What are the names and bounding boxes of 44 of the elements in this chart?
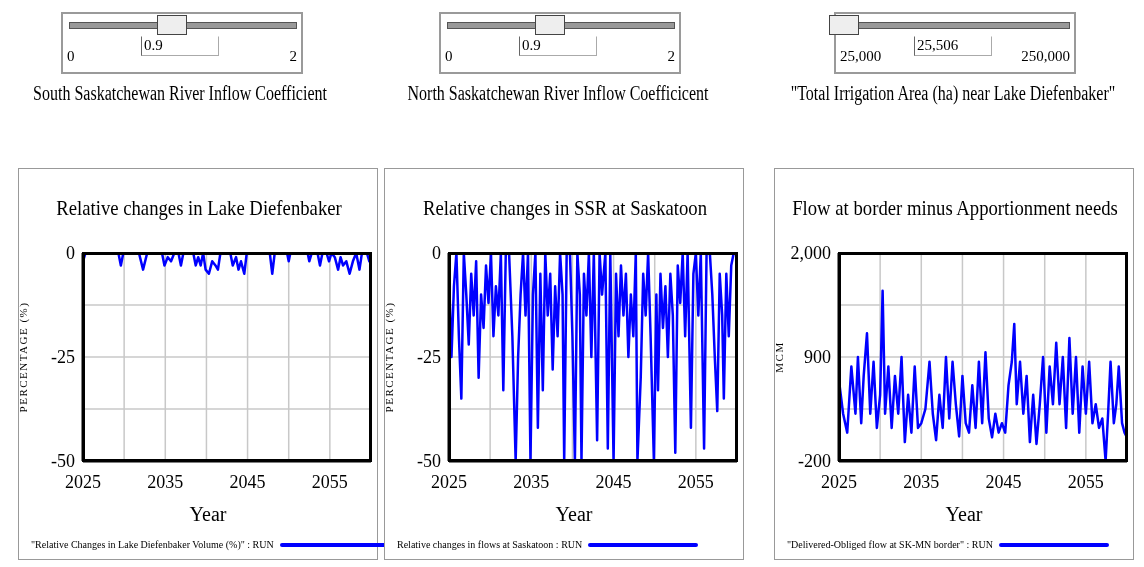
chart-title: Relative changes in SSR at Saskatoon bbox=[422, 195, 708, 221]
text-field: 25,506 bbox=[914, 36, 992, 56]
chart-title: Flow at border minus Apportionment needs bbox=[792, 195, 1118, 221]
x-tick-label: 2035 bbox=[903, 471, 940, 492]
text: "Delivered-Obliged flow at SK-MN border" : RUN bbox=[787, 539, 993, 550]
x-tick-label: 2055 bbox=[1067, 471, 1104, 492]
y-axis-title: PERCENTAGE (%) bbox=[382, 301, 396, 413]
y-tick-label: -50 bbox=[51, 451, 75, 472]
x-tick-label: 2035 bbox=[147, 471, 184, 492]
y-tick-label: -25 bbox=[51, 347, 75, 368]
x-axis-title: Year bbox=[944, 503, 984, 526]
y-axis-title: PERCENTAGE (%) bbox=[16, 301, 30, 413]
x-axis-title: Year bbox=[554, 503, 594, 526]
y-tick-label: -200 bbox=[798, 451, 831, 472]
y-tick-label: 0 bbox=[432, 243, 441, 264]
chart-title: Relative changes in Lake Diefenbaker bbox=[56, 195, 342, 221]
x-tick-label: 2025 bbox=[65, 471, 101, 492]
y-tick-label: -50 bbox=[417, 451, 441, 472]
y-tick-label: -25 bbox=[417, 347, 441, 368]
x-tick-label: 2035 bbox=[513, 471, 550, 492]
text: 2 bbox=[289, 48, 297, 65]
text-field: 0.9 bbox=[519, 36, 597, 56]
text-field: 0.9 bbox=[141, 36, 219, 56]
text: Relative changes in flows at Saskatoon : RUN bbox=[397, 539, 583, 550]
x-tick-label: 2055 bbox=[311, 471, 348, 492]
text: South Saskatchewan River Inflow Coefficient bbox=[33, 82, 327, 105]
text: "Relative Changes in Lake Diefenbaker Volume (%)" : RUN bbox=[31, 539, 274, 550]
text: "Total Irrigation Area (ha) near Lake Diefenbaker" bbox=[790, 82, 1116, 105]
x-tick-label: 2045 bbox=[985, 471, 1022, 492]
text: 250,000 bbox=[1021, 48, 1070, 65]
x-axis-title: Year bbox=[188, 503, 228, 526]
y-tick-label: 2,000 bbox=[790, 243, 831, 264]
text: 2 bbox=[667, 48, 675, 65]
y-tick-label: 900 bbox=[804, 347, 831, 368]
x-tick-label: 2045 bbox=[595, 471, 632, 492]
y-tick-label: 0 bbox=[66, 243, 75, 264]
x-tick-label: 2025 bbox=[821, 471, 857, 492]
text: 25,000 bbox=[840, 48, 882, 65]
x-tick-label: 2045 bbox=[229, 471, 266, 492]
y-axis-title: MCM bbox=[772, 341, 785, 373]
text: North Saskatchewan River Inflow Coefficicent bbox=[407, 82, 709, 105]
x-tick-label: 2025 bbox=[431, 471, 467, 492]
x-tick-label: 2055 bbox=[677, 471, 714, 492]
text: 0 bbox=[445, 48, 453, 65]
